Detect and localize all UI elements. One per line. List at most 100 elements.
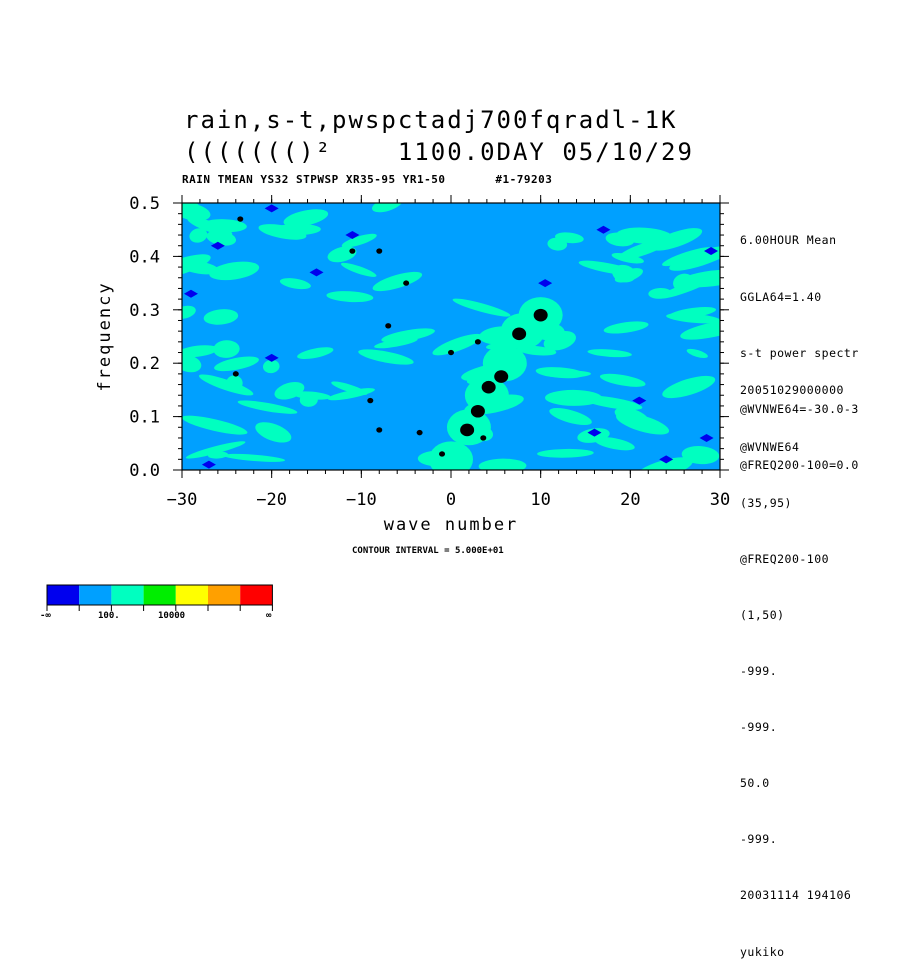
contour-peak [470, 404, 485, 418]
y-tick-label: 0.5 [129, 194, 160, 214]
contour-high-blob [209, 261, 260, 281]
x-tick-label: −10 [346, 490, 377, 510]
contour-high-blob [662, 247, 714, 267]
contour-low [632, 396, 647, 405]
contour-high-blob [340, 262, 377, 277]
contour-high-blob [611, 252, 644, 264]
spectrum-plot: −30 −20 −10 0 10 20 30 0.0 0.1 0.2 0.3 0.4 0.5 wave n… [46, 194, 730, 611]
legend-label: 10000 [158, 611, 186, 621]
contour-high-blob [678, 269, 720, 288]
chart-title-line1: rain,s-t,pwspctadj700fqradl-1K [184, 106, 678, 134]
contour-high-blob [555, 232, 584, 244]
contour-ridge-blob [482, 345, 527, 382]
y-tick-label: 0.1 [129, 408, 160, 428]
contour-peak [403, 280, 410, 286]
contour-high-blob [616, 227, 673, 244]
side-info-line: -999. [740, 720, 778, 735]
chart-title-line2: ((((((()² 1100.0DAY 05/10/29 [184, 138, 694, 166]
contour-high-blob [634, 457, 693, 470]
contour-peak [385, 323, 392, 329]
y-tick-label: 0.2 [129, 354, 160, 374]
contour-high-blob [603, 321, 649, 334]
contour-high-blob [669, 245, 720, 271]
legend-frame [46, 584, 273, 606]
contour-peak [533, 308, 548, 322]
side-info-line: 50.0 [740, 776, 770, 791]
legend-label: -∞ [40, 611, 51, 621]
y-axis-label: frequency [95, 281, 115, 391]
contour-high-blob [549, 408, 592, 426]
contour-high-blob [292, 391, 331, 400]
contour-high-blob [432, 333, 483, 356]
contour-low [345, 231, 360, 240]
y-tick-label: 0.3 [129, 301, 160, 321]
contour-low [264, 353, 279, 362]
contour-peak [439, 451, 446, 457]
contour-peak [460, 423, 475, 437]
contour-peak [349, 248, 356, 254]
contour-high-blob [452, 298, 511, 317]
contour-high-blob [237, 400, 298, 414]
contour-high-blob [381, 328, 435, 343]
contour-ridge-blob [464, 377, 509, 414]
contour-low [183, 289, 198, 298]
side-info-line: @FREQ200-100 [740, 551, 830, 566]
contour-high-blob [372, 203, 403, 213]
contour-high-blob [372, 271, 423, 292]
contour-low [596, 225, 611, 234]
contour-high-blob [198, 374, 254, 396]
contour-low [210, 241, 225, 250]
contour-high-blob [182, 260, 219, 275]
contour-high-blob [203, 309, 239, 325]
x-tick-label: 0 [446, 490, 456, 510]
contour-high-blob [331, 381, 368, 395]
contour-peak [448, 349, 454, 356]
y-tick-label: 0.4 [129, 247, 160, 267]
contour-layer [182, 203, 720, 470]
contour-peak [481, 380, 496, 394]
contour-high-blob [214, 356, 259, 372]
contour-high-blob [182, 415, 248, 435]
x-tick-label: 20 [620, 490, 640, 510]
contour-high-blob [213, 340, 240, 358]
contour-high-blob [666, 313, 720, 324]
legend-swatch [175, 585, 208, 605]
contour-peak [237, 216, 244, 222]
side-info-line: (35,95) [740, 495, 792, 510]
side-info-line: -999. [740, 663, 778, 678]
side-info-line: 6.00HOUR Mean [740, 233, 837, 248]
contour-low [659, 455, 674, 464]
contour-high-blob [223, 453, 286, 462]
contour-peak [376, 248, 383, 254]
chart-subtitle: RAIN TMEAN YS32 STPWSP XR35-95 YR1-50 #1… [182, 173, 553, 186]
contour-high-blob [182, 305, 196, 319]
contour-high-blob [594, 437, 635, 451]
side-info-line: 20031114 194106 [740, 888, 852, 903]
contour-high-blob [599, 373, 646, 387]
contour-high-blob [327, 246, 357, 263]
contour-high-blob [182, 354, 202, 373]
contour-high-blob [662, 375, 716, 399]
x-tick-label: 10 [530, 490, 550, 510]
contour-high-blob [686, 348, 708, 359]
contour-high-blob [182, 345, 218, 358]
contour-peak [480, 435, 487, 441]
contour-high-blob [680, 320, 720, 340]
side-info-bottom: 20051029000000 @WVNWE64 (35,95) @FREQ200… [740, 344, 851, 980]
contour-high-blob [616, 412, 670, 435]
side-info-line: 20051029000000 [740, 383, 844, 398]
side-info-top: 6.00HOUR Mean GGLA64=1.40 s-t power spec… [740, 194, 859, 493]
legend-swatch [208, 585, 241, 605]
contour-high-blob [650, 228, 703, 251]
y-tick-label: 0.0 [129, 461, 160, 481]
contour-high-blob [358, 349, 414, 365]
side-info-line: @WVNWE64 [740, 439, 800, 454]
contour-peak [376, 427, 383, 433]
contour-high-blob [341, 233, 377, 248]
contour-high-blob [537, 448, 594, 458]
contour-ridge-blob [429, 441, 473, 470]
legend-swatch [240, 585, 273, 605]
contour-high-blob [258, 224, 307, 240]
contour-high-blob [612, 264, 637, 283]
side-info-line: s-t power spectr [740, 345, 859, 360]
